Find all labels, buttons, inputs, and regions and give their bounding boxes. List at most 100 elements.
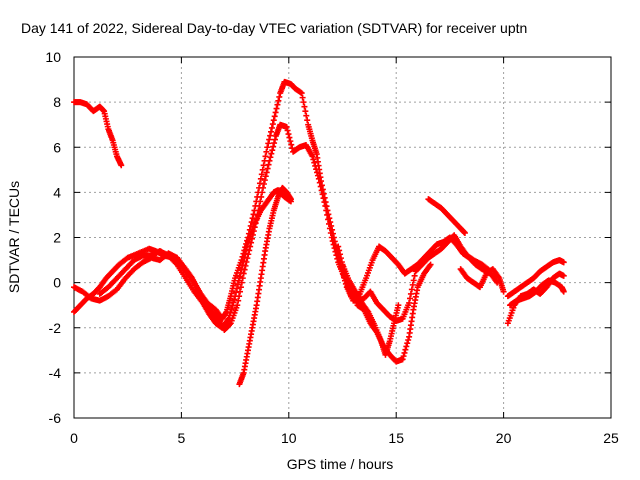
data-point [275,97,282,104]
data-point [259,166,266,173]
y-tick-label: -2 [49,320,62,336]
data-point [316,179,323,186]
data-point [309,153,316,160]
series-track-12 [507,277,567,309]
y-tick-label: -6 [49,410,62,426]
series-track-3 [71,121,494,334]
data-point [313,166,320,173]
data-point [407,290,414,297]
data-point [303,112,310,119]
data-point [258,193,265,200]
data-point [304,117,311,124]
data-point [271,140,278,147]
data-point [402,346,409,353]
data-point [267,132,274,139]
data-point [318,187,325,194]
series-track-7 [339,261,402,358]
data-point [276,93,283,100]
data-point [240,258,247,265]
data-point [265,140,272,147]
data-point [310,156,317,163]
data-point [263,169,270,176]
data-point [226,312,233,319]
data-point [329,238,336,245]
data-point [257,198,264,205]
data-point [264,165,271,172]
data-point [241,254,248,261]
data-point [314,169,321,176]
data-point [315,175,322,182]
data-point [230,299,237,306]
data-point [284,127,291,134]
data-point [263,148,270,155]
data-point [298,90,305,97]
data-point [325,220,332,227]
data-point [324,211,331,218]
data-point [407,295,414,302]
data-point [406,299,413,306]
series-track-5 [236,184,294,388]
data-marks [71,78,567,388]
data-point [261,177,268,184]
data-point [239,275,246,282]
data-point [395,302,402,309]
data-point [271,113,278,120]
data-point [264,144,271,151]
data-point [267,154,274,161]
data-point [333,252,340,259]
data-point [228,306,235,313]
data-point [118,162,125,169]
data-point [403,343,410,350]
data-point [225,315,232,322]
data-point [258,171,265,178]
y-tick-label: 2 [53,230,61,246]
x-tick-label: 0 [70,430,78,446]
data-point [288,141,295,148]
data-point [257,175,264,182]
data-point [244,242,251,249]
data-point [262,153,269,160]
data-point [286,134,293,141]
series-track-8 [425,196,468,236]
data-point [238,266,245,273]
data-point [229,302,236,309]
data-point [266,157,273,164]
data-point [323,207,330,214]
data-point [239,262,246,269]
x-tick-label: 10 [281,430,297,446]
data-point [235,297,242,304]
series-track-9 [457,266,507,295]
data-point [268,124,275,131]
data-point [311,159,318,166]
data-point [328,234,335,241]
data-point [401,349,408,356]
data-point [283,123,290,130]
data-point [300,99,307,106]
data-point [330,241,337,248]
data-point [336,247,343,254]
data-point [331,245,338,252]
data-point [259,189,266,196]
data-point [260,184,267,191]
data-point [285,131,292,138]
data-point [302,108,309,115]
data-point [321,199,328,206]
y-axis-label: SDTVAR / TECUs [6,181,22,293]
data-point [560,259,567,266]
data-point [408,286,415,293]
data-point [269,147,276,154]
data-point [335,243,342,250]
axis-ticks: 0 5 10 15 20 25 -6 -4 -2 0 2 4 6 8 10 [45,49,619,446]
x-tick-label: 5 [178,430,186,446]
data-point [409,281,416,288]
data-point [287,138,294,145]
data-point [236,273,243,280]
data-point [270,143,277,150]
data-point [319,191,326,198]
series-track-1 [71,99,125,169]
grid [74,57,611,418]
y-tick-label: -4 [49,365,62,381]
data-point [232,293,239,300]
data-point [237,269,244,276]
